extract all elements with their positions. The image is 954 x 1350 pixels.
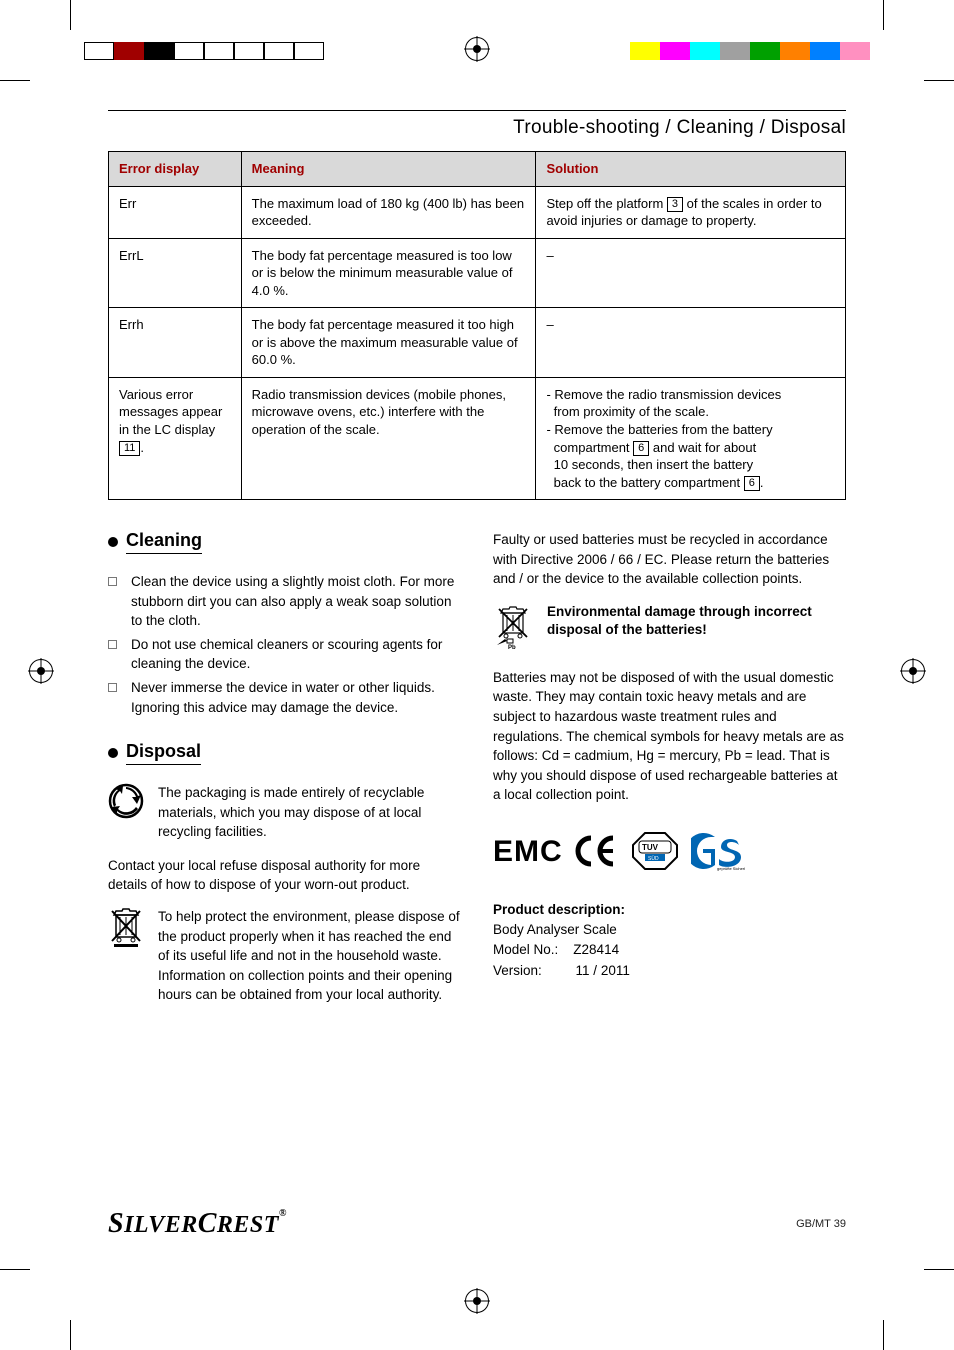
battery-bin-icon: Pb — [493, 603, 533, 654]
left-column: Cleaning Clean the device using a slight… — [108, 530, 461, 1005]
bullet-icon — [108, 748, 118, 758]
page-number: GB/MT 39 — [796, 1218, 846, 1230]
cleaning-heading: Cleaning — [108, 530, 461, 558]
right-column: Faulty or used batteries must be recycle… — [493, 530, 846, 1005]
registration-mark-left — [30, 660, 52, 682]
error-code: Errh — [109, 308, 242, 378]
bin-block: To help protect the environment, please … — [108, 907, 461, 1005]
table-row: ErrL The body fat percentage measured is… — [109, 238, 846, 308]
product-desc-title: Product description: — [493, 900, 846, 920]
list-item: Clean the device using a slightly moist … — [108, 572, 461, 631]
error-meaning: The maximum load of 180 kg (400 lb) has … — [241, 186, 536, 238]
list-item: Do not use chemical cleaners or scouring… — [108, 635, 461, 674]
checkbox-icon — [108, 640, 117, 649]
product-name: Body Analyser Scale — [493, 920, 846, 940]
product-version: Version: 11 / 2011 — [493, 961, 846, 981]
recycle-icon — [108, 783, 144, 819]
checkbox-icon — [108, 577, 117, 586]
page-title: Trouble-shooting / Cleaning / Disposal — [108, 111, 846, 151]
registration-mark-top — [466, 38, 488, 60]
error-solution: – — [536, 238, 846, 308]
error-code: ErrL — [109, 238, 242, 308]
color-bar-left — [84, 42, 324, 60]
cleaning-list: Clean the device using a slightly moist … — [108, 572, 461, 717]
page-footer: SILVERCREST® GB/MT 39 — [108, 1208, 846, 1240]
error-meaning: Radio transmission devices (mobile phone… — [241, 377, 536, 499]
battery-directive-text: Faulty or used batteries must be recycle… — [493, 530, 846, 589]
table-header-error: Error display — [109, 152, 242, 187]
bin-text: To help protect the environment, please … — [158, 907, 461, 1005]
disposal-heading: Disposal — [108, 741, 461, 769]
tuv-mark: TUV SÜD — [631, 831, 679, 874]
recycle-text: The packaging is made entirely of recycl… — [158, 783, 461, 842]
svg-text:SÜD: SÜD — [648, 855, 659, 862]
error-meaning: The body fat percentage measured is too … — [241, 238, 536, 308]
table-row: Err The maximum load of 180 kg (400 lb) … — [109, 186, 846, 238]
bullet-icon — [108, 537, 118, 547]
error-solution: - Remove the radio transmission devices … — [536, 377, 846, 499]
svg-text:geprüfte Sicherheit: geprüfte Sicherheit — [717, 866, 745, 871]
table-row: Errh The body fat percentage measured it… — [109, 308, 846, 378]
error-code: Various error messages appear in the LC … — [109, 377, 242, 499]
brand-logo: SILVERCREST® — [108, 1208, 287, 1240]
registration-mark-right — [902, 660, 924, 682]
ce-mark — [575, 834, 619, 871]
error-solution: – — [536, 308, 846, 378]
list-item: Never immerse the device in water or oth… — [108, 678, 461, 717]
chemical-text: Batteries may not be disposed of with th… — [493, 668, 846, 805]
ref-box: 11 — [119, 441, 140, 456]
crossed-bin-icon — [108, 907, 144, 943]
error-table: Error display Meaning Solution Err The m… — [108, 151, 846, 500]
error-code: Err — [109, 186, 242, 238]
svg-text:Pb: Pb — [508, 645, 516, 651]
contact-text: Contact your local refuse disposal autho… — [108, 856, 461, 895]
warning-text: Environmental damage through incorrect d… — [547, 603, 846, 639]
table-header-solution: Solution — [536, 152, 846, 187]
warning-block: Pb Environmental damage through incorrec… — [493, 603, 846, 654]
ref-box: 3 — [667, 197, 683, 212]
table-row: Various error messages appear in the LC … — [109, 377, 846, 499]
emc-mark: EMC — [493, 835, 563, 869]
color-bar-right — [630, 42, 870, 60]
list-item-text: Do not use chemical cleaners or scouring… — [131, 635, 461, 674]
page-content: Trouble-shooting / Cleaning / Disposal E… — [108, 90, 846, 1005]
checkbox-icon — [108, 683, 117, 692]
svg-text:TUV: TUV — [642, 843, 659, 852]
list-item-text: Clean the device using a slightly moist … — [131, 572, 461, 631]
registration-mark-bottom — [466, 1290, 488, 1312]
product-model: Model No.: Z28414 — [493, 940, 846, 960]
certification-row: EMC TUV SÜD geprüfte Sicherheit — [493, 831, 846, 874]
table-header-meaning: Meaning — [241, 152, 536, 187]
list-item-text: Never immerse the device in water or oth… — [131, 678, 461, 717]
gs-mark: geprüfte Sicherheit — [691, 831, 745, 874]
product-description: Product description: Body Analyser Scale… — [493, 900, 846, 981]
error-meaning: The body fat percentage measured it too … — [241, 308, 536, 378]
error-solution: Step off the platform 3 of the scales in… — [536, 186, 846, 238]
recycle-block: The packaging is made entirely of recycl… — [108, 783, 461, 842]
